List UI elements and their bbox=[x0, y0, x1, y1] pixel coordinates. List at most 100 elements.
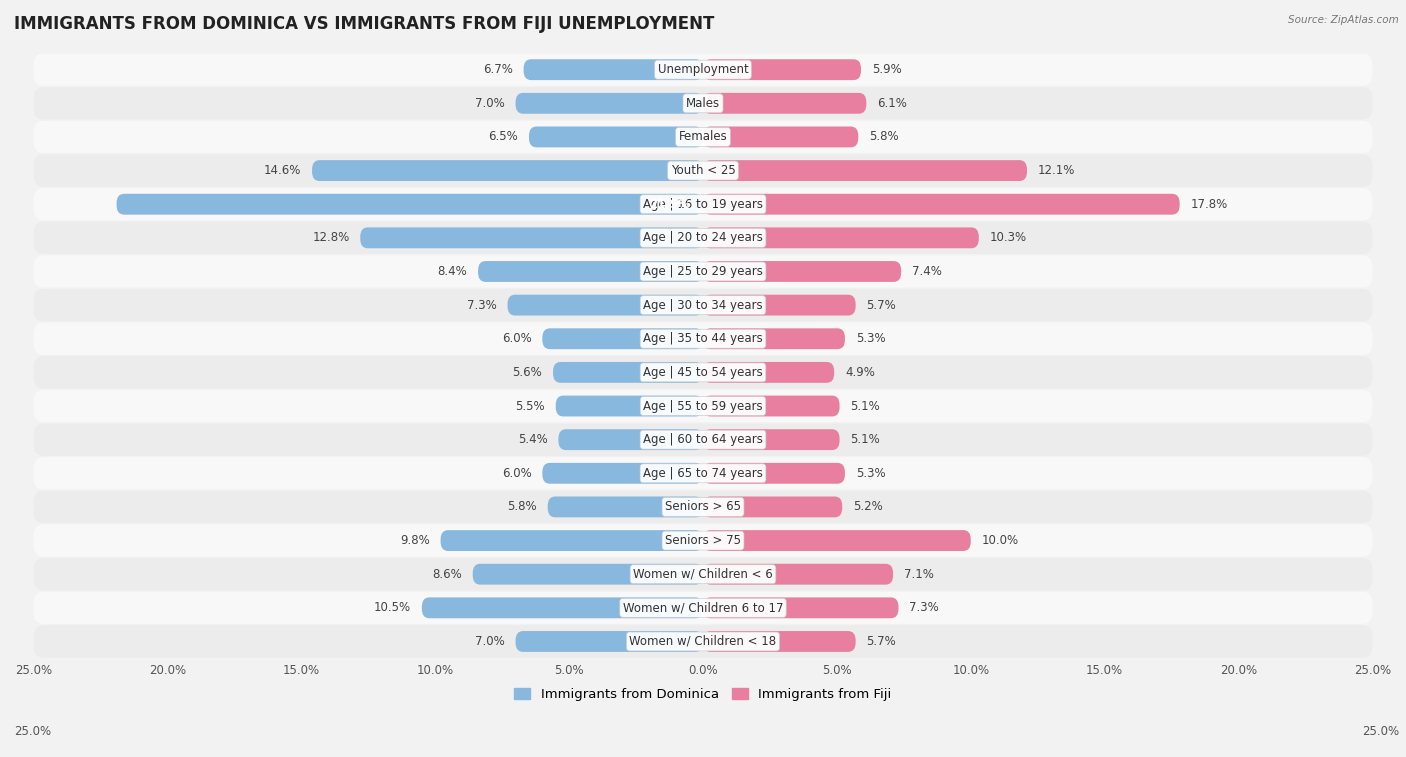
FancyBboxPatch shape bbox=[34, 558, 1372, 590]
FancyBboxPatch shape bbox=[34, 423, 1372, 456]
FancyBboxPatch shape bbox=[516, 93, 703, 114]
FancyBboxPatch shape bbox=[34, 188, 1372, 220]
Text: 8.4%: 8.4% bbox=[437, 265, 467, 278]
FancyBboxPatch shape bbox=[703, 564, 893, 584]
FancyBboxPatch shape bbox=[117, 194, 703, 215]
Text: Age | 16 to 19 years: Age | 16 to 19 years bbox=[643, 198, 763, 210]
FancyBboxPatch shape bbox=[34, 592, 1372, 624]
Text: Age | 25 to 29 years: Age | 25 to 29 years bbox=[643, 265, 763, 278]
FancyBboxPatch shape bbox=[34, 525, 1372, 556]
Text: Seniors > 75: Seniors > 75 bbox=[665, 534, 741, 547]
FancyBboxPatch shape bbox=[703, 294, 856, 316]
Text: 5.2%: 5.2% bbox=[853, 500, 883, 513]
Legend: Immigrants from Dominica, Immigrants from Fiji: Immigrants from Dominica, Immigrants fro… bbox=[509, 683, 897, 706]
Text: 7.0%: 7.0% bbox=[475, 635, 505, 648]
Text: Age | 60 to 64 years: Age | 60 to 64 years bbox=[643, 433, 763, 446]
Text: 7.3%: 7.3% bbox=[910, 601, 939, 615]
Text: 6.0%: 6.0% bbox=[502, 467, 531, 480]
FancyBboxPatch shape bbox=[34, 54, 1372, 86]
FancyBboxPatch shape bbox=[360, 227, 703, 248]
FancyBboxPatch shape bbox=[703, 497, 842, 517]
FancyBboxPatch shape bbox=[703, 463, 845, 484]
FancyBboxPatch shape bbox=[34, 154, 1372, 187]
FancyBboxPatch shape bbox=[516, 631, 703, 652]
Text: 7.3%: 7.3% bbox=[467, 298, 496, 312]
Text: 25.0%: 25.0% bbox=[14, 725, 51, 738]
Text: Females: Females bbox=[679, 130, 727, 143]
Text: 10.3%: 10.3% bbox=[990, 232, 1026, 245]
FancyBboxPatch shape bbox=[529, 126, 703, 148]
FancyBboxPatch shape bbox=[543, 329, 703, 349]
Text: Women w/ Children < 18: Women w/ Children < 18 bbox=[630, 635, 776, 648]
FancyBboxPatch shape bbox=[703, 194, 1180, 215]
Text: Age | 30 to 34 years: Age | 30 to 34 years bbox=[643, 298, 763, 312]
FancyBboxPatch shape bbox=[422, 597, 703, 618]
FancyBboxPatch shape bbox=[703, 261, 901, 282]
Text: 17.8%: 17.8% bbox=[1191, 198, 1227, 210]
FancyBboxPatch shape bbox=[543, 463, 703, 484]
Text: 14.6%: 14.6% bbox=[264, 164, 301, 177]
FancyBboxPatch shape bbox=[558, 429, 703, 450]
FancyBboxPatch shape bbox=[312, 160, 703, 181]
FancyBboxPatch shape bbox=[34, 255, 1372, 288]
Text: 5.3%: 5.3% bbox=[856, 332, 886, 345]
Text: Age | 45 to 54 years: Age | 45 to 54 years bbox=[643, 366, 763, 379]
FancyBboxPatch shape bbox=[703, 93, 866, 114]
Text: Women w/ Children < 6: Women w/ Children < 6 bbox=[633, 568, 773, 581]
Text: 7.4%: 7.4% bbox=[912, 265, 942, 278]
FancyBboxPatch shape bbox=[703, 362, 834, 383]
FancyBboxPatch shape bbox=[553, 362, 703, 383]
FancyBboxPatch shape bbox=[703, 160, 1026, 181]
Text: 6.1%: 6.1% bbox=[877, 97, 907, 110]
FancyBboxPatch shape bbox=[548, 497, 703, 517]
FancyBboxPatch shape bbox=[703, 227, 979, 248]
FancyBboxPatch shape bbox=[703, 126, 858, 148]
Text: Males: Males bbox=[686, 97, 720, 110]
FancyBboxPatch shape bbox=[555, 396, 703, 416]
Text: 9.8%: 9.8% bbox=[401, 534, 430, 547]
FancyBboxPatch shape bbox=[34, 357, 1372, 388]
FancyBboxPatch shape bbox=[478, 261, 703, 282]
Text: 6.7%: 6.7% bbox=[484, 63, 513, 76]
FancyBboxPatch shape bbox=[34, 222, 1372, 254]
FancyBboxPatch shape bbox=[34, 390, 1372, 422]
Text: 7.0%: 7.0% bbox=[475, 97, 505, 110]
FancyBboxPatch shape bbox=[523, 59, 703, 80]
Text: 5.6%: 5.6% bbox=[513, 366, 543, 379]
Text: 5.8%: 5.8% bbox=[508, 500, 537, 513]
Text: 5.1%: 5.1% bbox=[851, 433, 880, 446]
FancyBboxPatch shape bbox=[34, 289, 1372, 321]
Text: 21.9%: 21.9% bbox=[648, 198, 689, 210]
FancyBboxPatch shape bbox=[34, 121, 1372, 153]
FancyBboxPatch shape bbox=[703, 429, 839, 450]
FancyBboxPatch shape bbox=[34, 625, 1372, 658]
FancyBboxPatch shape bbox=[34, 87, 1372, 120]
Text: 6.5%: 6.5% bbox=[488, 130, 519, 143]
Text: 12.8%: 12.8% bbox=[312, 232, 350, 245]
Text: Unemployment: Unemployment bbox=[658, 63, 748, 76]
Text: 5.5%: 5.5% bbox=[516, 400, 546, 413]
Text: 5.7%: 5.7% bbox=[866, 298, 896, 312]
Text: 5.8%: 5.8% bbox=[869, 130, 898, 143]
Text: Source: ZipAtlas.com: Source: ZipAtlas.com bbox=[1288, 15, 1399, 25]
Text: 5.7%: 5.7% bbox=[866, 635, 896, 648]
Text: 7.1%: 7.1% bbox=[904, 568, 934, 581]
FancyBboxPatch shape bbox=[703, 329, 845, 349]
FancyBboxPatch shape bbox=[508, 294, 703, 316]
Text: 5.9%: 5.9% bbox=[872, 63, 901, 76]
FancyBboxPatch shape bbox=[472, 564, 703, 584]
Text: Age | 55 to 59 years: Age | 55 to 59 years bbox=[643, 400, 763, 413]
Text: Seniors > 65: Seniors > 65 bbox=[665, 500, 741, 513]
FancyBboxPatch shape bbox=[703, 396, 839, 416]
Text: 4.9%: 4.9% bbox=[845, 366, 875, 379]
FancyBboxPatch shape bbox=[703, 597, 898, 618]
Text: Age | 35 to 44 years: Age | 35 to 44 years bbox=[643, 332, 763, 345]
Text: 5.1%: 5.1% bbox=[851, 400, 880, 413]
FancyBboxPatch shape bbox=[34, 457, 1372, 490]
Text: 12.1%: 12.1% bbox=[1038, 164, 1076, 177]
Text: 10.5%: 10.5% bbox=[374, 601, 411, 615]
FancyBboxPatch shape bbox=[703, 59, 860, 80]
FancyBboxPatch shape bbox=[703, 631, 856, 652]
FancyBboxPatch shape bbox=[703, 530, 970, 551]
Text: Age | 65 to 74 years: Age | 65 to 74 years bbox=[643, 467, 763, 480]
